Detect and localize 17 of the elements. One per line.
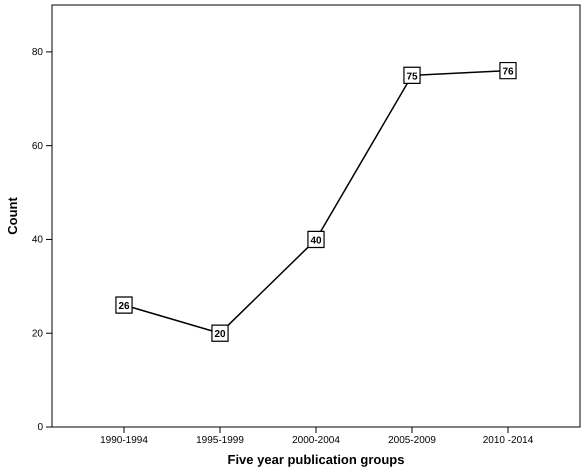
y-tick-label: 40 <box>32 234 44 246</box>
data-label: 26 <box>118 301 130 312</box>
x-tick-label: 2000-2004 <box>292 435 340 446</box>
y-axis-title: Count <box>5 196 20 235</box>
data-label: 75 <box>406 71 418 82</box>
y-tick-label: 80 <box>32 47 44 58</box>
y-tick-label: 60 <box>32 140 44 152</box>
data-label: 20 <box>214 329 226 340</box>
y-tick-label: 0 <box>37 422 44 434</box>
x-tick-label: 1990-1994 <box>100 435 148 446</box>
x-axis-title: Five year publication groups <box>228 452 404 467</box>
data-label: 40 <box>310 235 322 246</box>
x-tick-label: 2010 -2014 <box>482 435 534 446</box>
x-tick-label: 1995-1999 <box>196 435 244 446</box>
data-label: 76 <box>502 66 514 78</box>
y-tick-label: 20 <box>32 328 44 340</box>
x-tick-label: 2005-2009 <box>388 435 436 446</box>
